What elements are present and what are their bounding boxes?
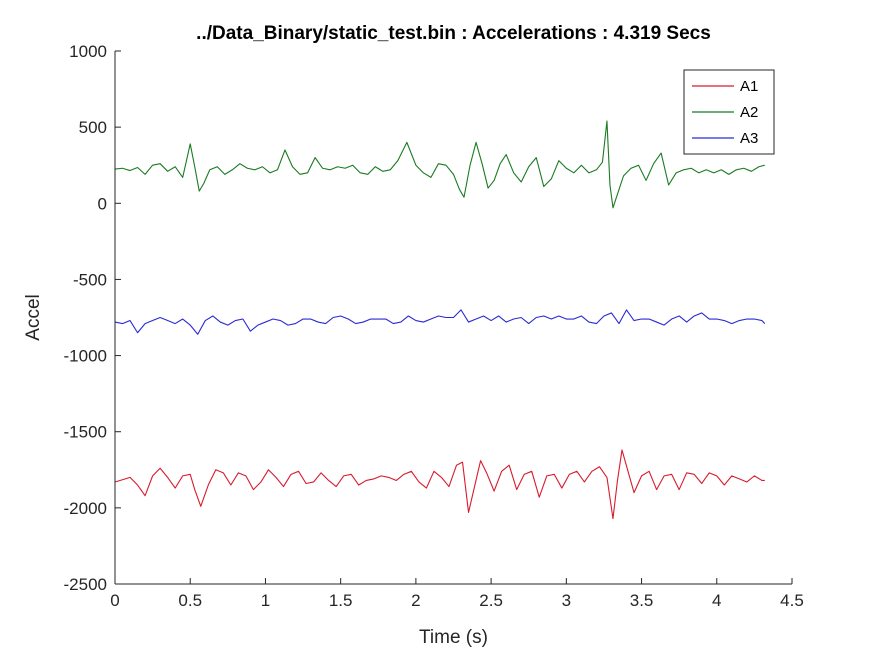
- y-tick-label: -2000: [64, 499, 107, 518]
- y-tick-label: 1000: [69, 42, 107, 61]
- x-tick-label: 1.5: [329, 591, 353, 610]
- series-line-a2: [114, 120, 765, 209]
- chart-title: ../Data_Binary/static_test.bin : Acceler…: [196, 23, 711, 44]
- legend-label-a1: A1: [740, 78, 758, 95]
- series-line-a3: [114, 309, 766, 335]
- y-tick-label: -1500: [64, 423, 107, 442]
- y-tick-label: -1000: [64, 347, 107, 366]
- axes-layer: [114, 51, 792, 585]
- legend-label-a3: A3: [740, 130, 758, 147]
- x-tick-label: 3: [562, 591, 571, 610]
- legend: A1 A2 A3: [683, 69, 775, 155]
- x-tick-label: 0: [110, 591, 119, 610]
- y-tick-label: -500: [73, 270, 107, 289]
- x-tick-label: 4: [712, 591, 721, 610]
- y-tick-label: 500: [79, 118, 107, 137]
- x-axis-label: Time (s): [419, 627, 488, 648]
- ticks-layer: 0 0.5 1 1.5 2 2.5 3 3.5 4 4.5 -2500 -2000 -1500 -1000…: [64, 42, 804, 610]
- x-tick-label: 4.5: [780, 591, 804, 610]
- x-tick-label: 0.5: [178, 591, 202, 610]
- y-tick-label: -2500: [64, 575, 107, 594]
- series-layer: [114, 120, 766, 520]
- x-tick-label: 2: [411, 591, 420, 610]
- y-axis-label: Accel: [23, 294, 44, 340]
- x-tick-label: 3.5: [630, 591, 654, 610]
- x-tick-label: 1: [261, 591, 270, 610]
- legend-label-a2: A2: [740, 104, 758, 121]
- x-tick-label: 2.5: [479, 591, 503, 610]
- y-tick-label: 0: [98, 194, 107, 213]
- series-line-a1: [114, 449, 765, 520]
